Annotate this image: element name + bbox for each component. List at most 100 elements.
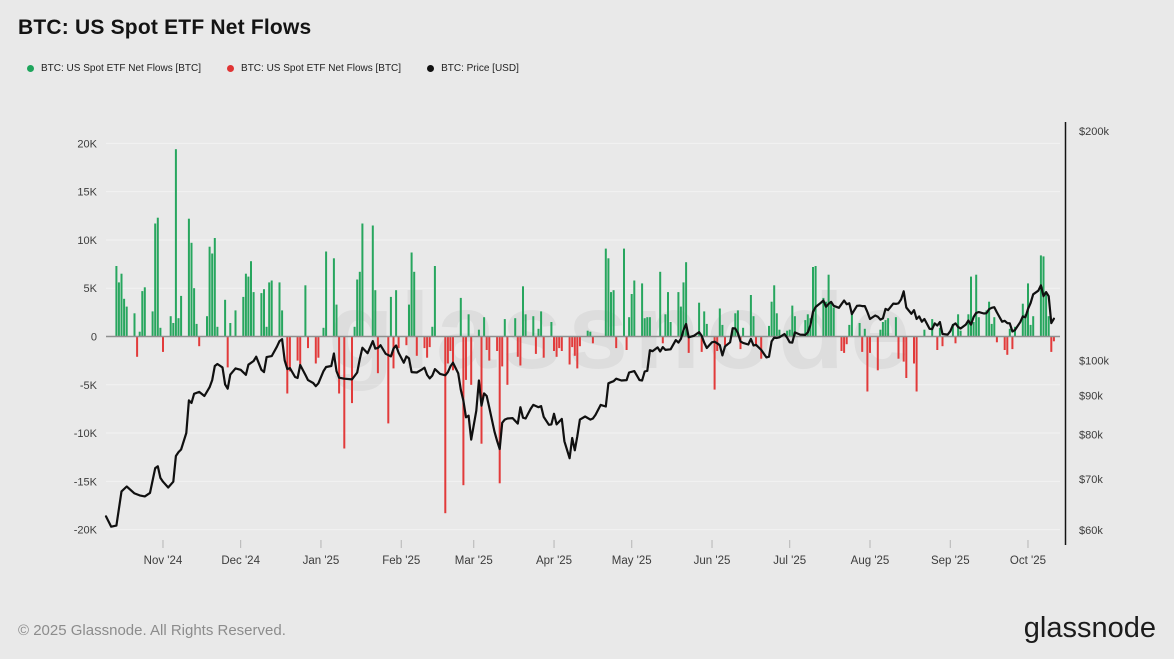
flow-bar-positive [537,328,540,337]
flow-bar-positive [990,323,993,337]
flow-bar-negative [936,336,939,350]
flow-bar-positive [389,296,392,337]
y-axis-right-tick-label: $70k [1079,474,1103,486]
flow-bar-positive [154,223,157,337]
copyright-text: © 2025 Glassnode. All Rights Reserved. [18,622,286,639]
legend-item-price[interactable]: BTC: Price [USD] [427,63,519,74]
flow-bar-negative [869,336,871,353]
chart-plot-area[interactable] [106,120,1060,545]
legend-label: BTC: US Spot ETF Net Flows [BTC] [241,63,402,74]
flow-bar-positive [749,295,752,337]
flow-bar-positive [503,319,506,337]
flow-bar-positive [669,322,672,337]
x-axis-tick-label: May '25 [612,555,652,567]
flow-bar-positive [358,271,361,337]
flow-bar-positive [664,314,667,337]
flow-bar-positive [721,324,724,337]
flow-bar-positive [242,296,245,337]
flow-bar-positive [938,327,941,337]
outflow-dot-icon [227,65,235,72]
y-axis-left-tick-label: -10K [74,428,98,440]
flow-bar-negative [226,336,229,368]
flow-bar-negative [307,336,309,349]
flow-bar-positive [141,291,144,337]
flow-bar-positive [1024,314,1027,337]
flow-bar-positive [1008,328,1011,337]
flow-bar-positive [180,295,183,337]
flow-bar-positive [120,273,123,337]
flow-bar-positive [830,302,833,337]
flow-bar-negative [376,336,379,374]
flow-bar-positive [190,242,193,337]
flow-bar-negative [739,336,742,350]
x-axis-tick-label: Dec '24 [221,555,260,567]
page-title: BTC: US Spot ETF Net Flows [18,16,312,39]
flow-bar-negative [485,336,488,350]
flow-bar-positive [791,305,794,337]
flow-bar-positive [195,323,198,337]
flow-bar-positive [304,285,307,337]
flow-bar-negative [954,336,957,344]
flow-bar-positive [972,322,975,337]
flow-bar-negative [343,336,346,449]
y-axis-left-tick-label: 5K [84,283,98,295]
flow-bar-negative [299,336,302,365]
flow-bar-negative [560,336,563,351]
flow-bar-negative [843,336,846,353]
flow-bar-positive [648,317,651,337]
flow-bar-negative [866,336,869,392]
flow-bar-negative [578,336,581,347]
y-axis-right-tick-label: $80k [1079,430,1103,442]
flow-bar-positive [410,252,413,337]
flow-bar-positive [643,318,646,337]
x-axis-tick-label: Apr '25 [536,555,572,567]
flow-bar-positive [698,302,701,337]
flow-bar-positive [788,329,791,337]
flow-bar-positive [742,327,745,337]
flow-bar-negative [555,336,558,357]
flow-bar-positive [268,282,271,337]
y-axis-right-tick-label: $90k [1079,391,1103,403]
flow-bar-positive [641,283,644,337]
legend-item-inflows[interactable]: BTC: US Spot ETF Net Flows [BTC] [27,63,201,74]
flow-bar-positive [532,316,535,337]
flow-bar-positive [827,274,830,337]
flow-bar-negative [452,336,454,371]
y-axis-left-tick-label: 10K [77,235,97,247]
flow-bar-positive [806,314,809,337]
flow-bar-positive [879,329,882,337]
flow-bar-positive [804,320,807,337]
flow-bar-positive [703,311,706,337]
flow-bar-positive [623,248,625,337]
flow-bar-positive [677,292,680,337]
flow-bar-negative [897,336,900,359]
flow-bar-positive [773,285,776,337]
flow-bar-positive [252,292,255,337]
flow-bar-negative [314,336,317,364]
flow-bar-positive [985,310,988,337]
flow-bar-positive [408,304,410,337]
flow-bar-negative [446,336,449,364]
flow-bar-positive [433,266,436,337]
legend-item-outflows[interactable]: BTC: US Spot ETF Net Flows [BTC] [227,63,401,74]
flow-bar-positive [752,316,755,337]
flow-bar-positive [133,313,136,337]
flow-bar-negative [338,336,341,394]
chart-legend: BTC: US Spot ETF Net Flows [BTC] BTC: US… [27,63,519,74]
flow-bar-positive [115,266,118,337]
flow-bar-positive [117,282,120,337]
flow-bar-negative [905,336,908,378]
flow-bar-positive [967,314,970,337]
flow-bar-positive [970,276,972,337]
y-axis-right-tick-label: $200k [1079,126,1109,138]
flow-bar-positive [881,322,884,337]
flow-bar-positive [332,258,335,337]
flow-bar-positive [659,271,662,337]
x-axis-tick-label: Sep '25 [931,555,970,567]
flow-bar-positive [814,266,817,337]
flow-bar-negative [760,336,763,359]
flow-bar-negative [553,336,555,351]
flow-bar-negative [423,336,426,349]
